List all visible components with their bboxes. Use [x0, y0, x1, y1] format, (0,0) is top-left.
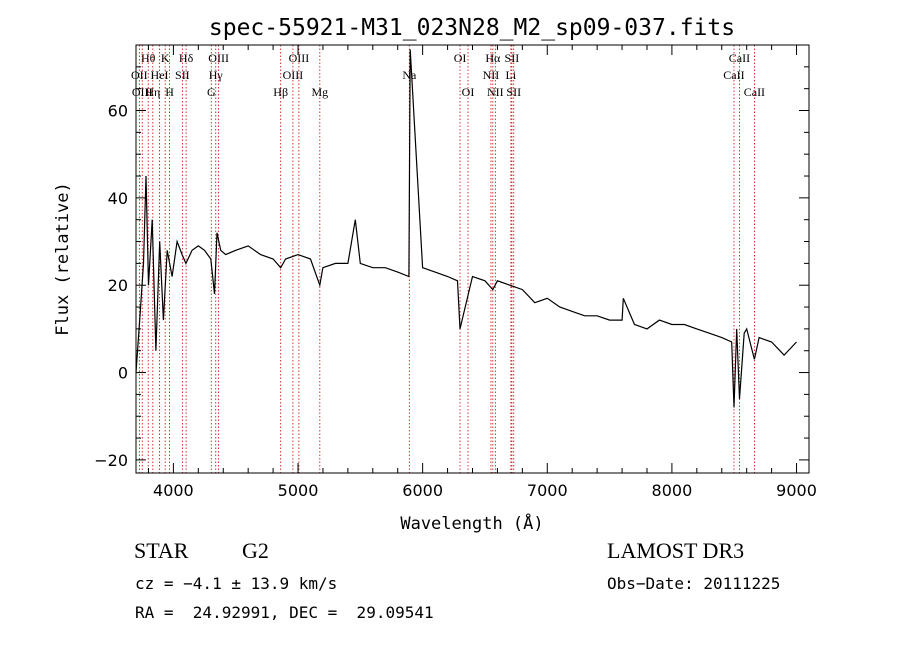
- line-label: SII: [506, 85, 521, 99]
- line-label: Li: [506, 68, 517, 82]
- line-label: SII: [175, 68, 190, 82]
- y-axis-label: Flux (relative): [53, 182, 73, 336]
- line-label: CaII: [729, 51, 750, 65]
- line-label: K: [161, 51, 170, 65]
- x-tick-label: 9000: [776, 481, 817, 500]
- observation-date: Obs−Date: 20111225: [607, 574, 781, 593]
- line-label: HeI: [151, 68, 169, 82]
- line-label: Hη: [145, 85, 160, 99]
- x-tick-label: 8000: [652, 481, 693, 500]
- y-tick-label: −20: [94, 451, 128, 470]
- spectral-class: STAR: [134, 538, 189, 563]
- line-label: Hγ: [209, 68, 224, 82]
- line-label: OIII: [208, 51, 229, 65]
- x-tick-label: 4000: [153, 481, 194, 500]
- line-label: Hδ: [179, 51, 194, 65]
- survey-name: LAMOST DR3: [607, 538, 745, 563]
- y-tick-label: 0: [118, 364, 128, 383]
- spectral-subclass: G2: [242, 538, 269, 563]
- line-label: SII: [505, 51, 520, 65]
- line-label: H: [165, 85, 174, 99]
- line-label: G: [207, 85, 216, 99]
- line-label: CaII: [723, 68, 744, 82]
- x-axis-label: Wavelength (Å): [400, 512, 543, 534]
- line-label: OI: [462, 85, 475, 99]
- x-tick-label: 6000: [402, 481, 443, 500]
- ra-dec: RA = 24.92991, DEC = 29.09541: [135, 603, 434, 622]
- line-label: OI: [454, 51, 467, 65]
- line-label: Hα: [485, 51, 501, 65]
- y-axis-ticks: −20 0 20 40 60: [94, 66, 809, 470]
- x-tick-label: 5000: [278, 481, 319, 500]
- spectral-line-markers: [138, 45, 755, 473]
- line-label: Mg: [311, 85, 328, 99]
- y-tick-label: 20: [108, 276, 128, 295]
- chart-title: spec-55921-M31_023N28_M2_sp09-037.fits: [209, 15, 735, 41]
- line-label: OIII: [289, 51, 310, 65]
- x-tick-label: 7000: [527, 481, 568, 500]
- line-label: NII: [483, 68, 500, 82]
- plot-frame: [135, 44, 810, 474]
- line-label: Hβ: [273, 85, 288, 99]
- line-label: OIII: [283, 68, 304, 82]
- line-label: CaII: [744, 85, 765, 99]
- spectrum-series-line: [135, 49, 797, 408]
- line-label: NII: [487, 85, 504, 99]
- redshift-cz: cz = −4.1 ± 13.9 km/s: [135, 574, 338, 593]
- line-label: Hθ: [141, 51, 156, 65]
- line-label: OII: [131, 68, 148, 82]
- x-axis-ticks: 4000 5000 6000 7000 8000 9000: [147, 45, 817, 500]
- y-tick-label: 60: [108, 102, 128, 121]
- y-tick-label: 40: [108, 189, 128, 208]
